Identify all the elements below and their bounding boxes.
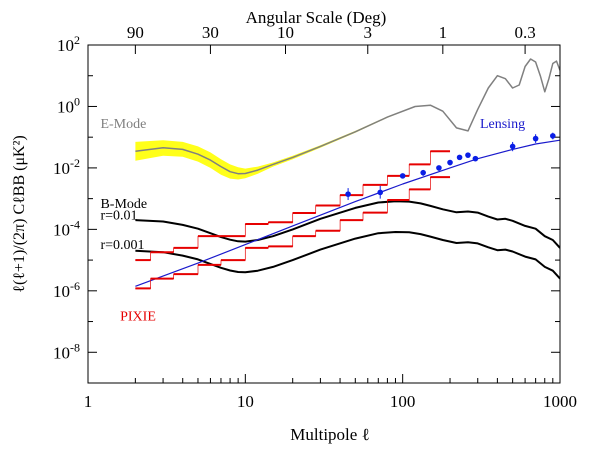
label-r0001: r=0.001 bbox=[100, 238, 144, 253]
top-tick-label: 90 bbox=[127, 23, 144, 42]
label-r001: r=0.01 bbox=[100, 208, 137, 223]
series-line-lensing bbox=[135, 139, 560, 287]
lensing-point-4 bbox=[436, 165, 442, 171]
series-line-emode bbox=[135, 58, 560, 175]
top-tick-label: 1 bbox=[439, 23, 448, 42]
y-tick-label: 10-2 bbox=[53, 156, 80, 178]
y-tick-label: 10-6 bbox=[53, 279, 80, 301]
y-axis-title: ℓ(ℓ+1)/(2π) CℓBB (μK²) bbox=[11, 135, 28, 292]
pixie-bins-layer bbox=[135, 150, 451, 290]
top-axis-title: Angular Scale (Deg) bbox=[246, 8, 387, 27]
x-tick-label: 1000 bbox=[543, 392, 577, 411]
y-tick-label: 102 bbox=[57, 33, 80, 55]
lensing-point-9 bbox=[509, 143, 516, 150]
axis-ticks-layer: 1 10 100 1000 10-8 10-6 10-4 10-2 100 102 90 30 10 3 1… bbox=[53, 23, 577, 411]
model-curves-layer bbox=[135, 58, 560, 287]
lensing-point-11 bbox=[550, 133, 556, 139]
lensing-point-5 bbox=[447, 159, 453, 166]
plot-frame bbox=[87, 44, 561, 384]
lensing-point-2 bbox=[399, 173, 406, 179]
label-lensing: Lensing bbox=[480, 117, 525, 132]
label-emode: E-Mode bbox=[100, 117, 146, 132]
lensing-point-3 bbox=[420, 169, 426, 176]
lensing-point-7 bbox=[465, 152, 471, 158]
x-axis-title: Multipole ℓ bbox=[290, 425, 369, 444]
lensing-points-layer bbox=[345, 132, 556, 201]
y-tick-label: 10-4 bbox=[53, 217, 80, 239]
pixie-step-outline-0 bbox=[135, 176, 450, 289]
emode-band-layer bbox=[135, 104, 443, 180]
x-tick-label: 10 bbox=[237, 392, 254, 411]
x-tick-label: 100 bbox=[390, 392, 416, 411]
series-line-bmode_r0001 bbox=[135, 231, 560, 280]
top-tick-label: 0.3 bbox=[514, 23, 535, 42]
emode-uncertainty-band bbox=[135, 104, 443, 180]
top-tick-label: 10 bbox=[277, 23, 294, 42]
x-tick-label: 1 bbox=[84, 392, 93, 411]
label-bmode: B-Mode bbox=[100, 197, 147, 212]
y-tick-label: 10-8 bbox=[53, 340, 80, 362]
series-line-bmode_r001 bbox=[135, 200, 560, 249]
lensing-point-6 bbox=[456, 154, 463, 161]
y-tick-label: 100 bbox=[57, 94, 80, 116]
lensing-point-1 bbox=[377, 189, 384, 196]
top-tick-label: 30 bbox=[202, 23, 219, 42]
lensing-point-10 bbox=[532, 135, 539, 142]
top-tick-label: 3 bbox=[364, 23, 373, 42]
lensing-point-0 bbox=[345, 191, 351, 197]
label-pixie: PIXIE bbox=[120, 309, 156, 324]
lensing-point-8 bbox=[472, 155, 479, 162]
